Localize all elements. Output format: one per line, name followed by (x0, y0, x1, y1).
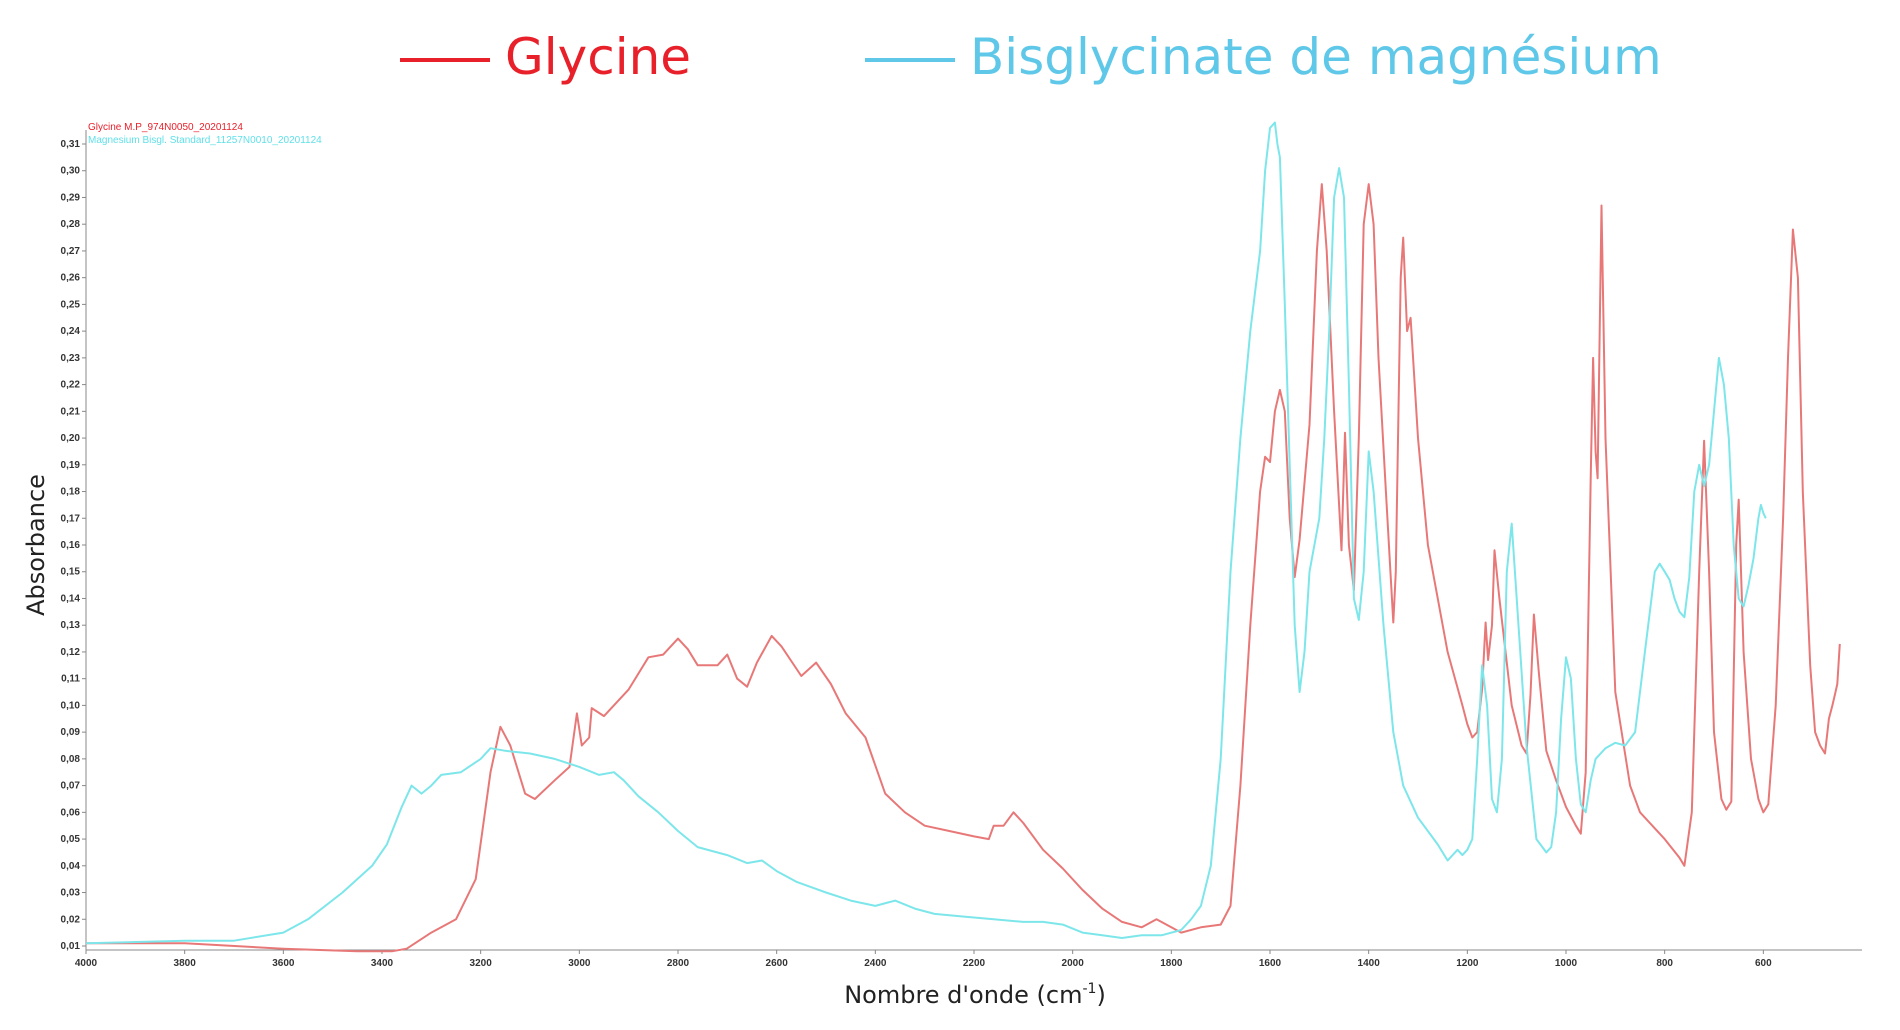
y-tick-label: 0,14 (61, 593, 81, 604)
y-tick-label: 0,22 (61, 380, 81, 391)
y-tick-label: 0,25 (61, 299, 81, 310)
y-tick-label: 0,18 (61, 487, 81, 498)
y-tick-label: 0,24 (61, 326, 81, 337)
y-tick-label: 0,16 (61, 540, 81, 551)
x-tick-label: 3200 (470, 958, 493, 969)
x-tick-label: 3600 (272, 958, 295, 969)
y-tick-label: 0,21 (61, 406, 81, 417)
y-tick-label: 0,31 (61, 139, 81, 150)
x-tick-label: 800 (1656, 958, 1673, 969)
x-tick-label: 3400 (371, 958, 394, 969)
x-axis-label-main: Nombre d'onde (cm (844, 981, 1082, 1009)
x-ticks: 4000 3800 3600 3400 3200 3000 2800 2600 2400 2200… (75, 950, 1772, 969)
y-tick-label: 0,11 (61, 674, 80, 685)
x-tick-label: 2400 (864, 958, 887, 969)
y-tick-label: 0,09 (61, 727, 81, 738)
series-line-bisglycinate (85, 121, 1767, 945)
y-tick-label: 0,29 (61, 192, 81, 203)
series-line-glycine (86, 183, 1841, 953)
legend: Glycine Bisglycinate de magnésium (400, 28, 1662, 86)
y-tick-label: 0,01 (61, 941, 81, 952)
legend-label-glycine: Glycine (505, 28, 691, 86)
y-tick-label: 0,15 (61, 567, 81, 578)
x-tick-label: 1800 (1160, 958, 1183, 969)
x-axis-label-sup: -1 (1082, 981, 1096, 997)
x-tick-label: 2600 (766, 958, 789, 969)
y-tick-label: 0,05 (61, 834, 81, 845)
x-axis-label-close: ) (1096, 981, 1105, 1009)
x-tick-label: 2800 (667, 958, 690, 969)
file-label-glycine: Glycine M.P_974N0050_20201124 (88, 122, 243, 133)
y-ticks: 0,01 0,02 0,03 0,04 0,05 0,06 0,07 0,08 0,09 0,10… (61, 139, 86, 952)
x-axis-label: Nombre d'onde (cm-1) (844, 981, 1106, 1009)
y-tick-label: 0,10 (61, 700, 81, 711)
x-tick-label: 2200 (963, 958, 986, 969)
y-tick-label: 0,12 (61, 647, 81, 658)
x-tick-label: 4000 (75, 958, 98, 969)
x-tick-label: 2000 (1062, 958, 1085, 969)
y-tick-label: 0,06 (61, 807, 81, 818)
y-tick-label: 0,13 (61, 620, 81, 631)
y-tick-label: 0,03 (61, 888, 81, 899)
x-tick-label: 1200 (1456, 958, 1479, 969)
y-tick-label: 0,19 (61, 460, 81, 471)
y-tick-label: 0,02 (61, 914, 81, 925)
y-tick-label: 0,30 (61, 166, 81, 177)
x-tick-label: 3000 (568, 958, 591, 969)
file-label-bisglycinate: Magnesium Bisgl. Standard_11257N0010_202… (88, 135, 322, 146)
y-axis-label: Absorbance (22, 474, 50, 616)
x-tick-label: 1400 (1358, 958, 1381, 969)
y-tick-label: 0,08 (61, 754, 81, 765)
series-layer (85, 121, 1841, 953)
y-tick-label: 0,17 (61, 513, 81, 524)
y-tick-label: 0,23 (61, 353, 81, 364)
y-tick-label: 0,26 (61, 273, 81, 284)
x-tick-label: 1000 (1555, 958, 1578, 969)
x-tick-label: 1600 (1259, 958, 1282, 969)
y-tick-label: 0,20 (61, 433, 81, 444)
y-tick-label: 0,07 (61, 781, 81, 792)
legend-label-bisglycinate: Bisglycinate de magnésium (970, 28, 1662, 86)
y-tick-label: 0,28 (61, 219, 81, 230)
x-tick-label: 3800 (174, 958, 197, 969)
x-tick-label: 600 (1755, 958, 1772, 969)
y-tick-label: 0,04 (61, 861, 81, 872)
y-tick-label: 0,27 (61, 246, 81, 257)
